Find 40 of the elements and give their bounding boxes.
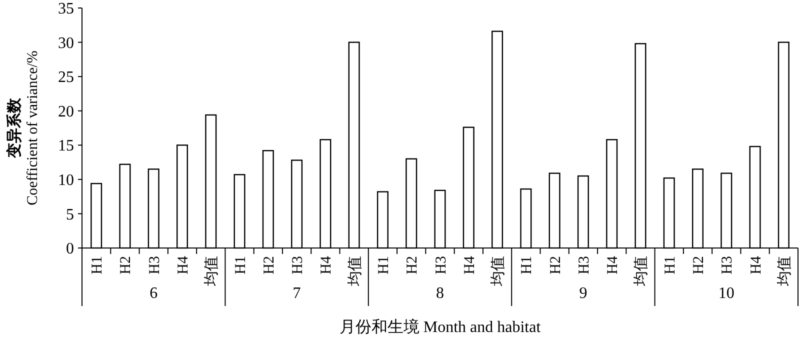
x-tick-label: H1 bbox=[376, 256, 392, 274]
text: 8 bbox=[436, 285, 444, 302]
x-tick-label: H3 bbox=[433, 256, 450, 274]
x-tick-label: H2 bbox=[548, 256, 564, 274]
x-tick-label: H1 bbox=[662, 256, 678, 274]
x-tick-label: H3 bbox=[720, 256, 736, 274]
x-tick-label: H1 bbox=[519, 256, 536, 274]
text: 9 bbox=[579, 285, 588, 302]
x-tick-label: H4 bbox=[605, 256, 622, 274]
x-tick-label: H1 bbox=[232, 256, 249, 274]
x-tick-label: H2 bbox=[261, 256, 278, 274]
y-tick-label: 10 bbox=[58, 172, 74, 190]
x-tick-label: H3 bbox=[576, 256, 592, 274]
text: 10 bbox=[718, 285, 734, 302]
y-tick-label: 25 bbox=[58, 69, 74, 86]
x-tick-label: 均值 bbox=[346, 256, 364, 287]
x-tick-label: 均值 bbox=[490, 256, 507, 287]
x-tick-label: H3 bbox=[290, 256, 306, 274]
x-axis-title: 月份和生境 Month and habitat bbox=[339, 318, 542, 336]
x-tick-label: 均值 bbox=[776, 256, 793, 287]
x-tick-label: H1 bbox=[90, 256, 106, 274]
text: 7 bbox=[292, 285, 301, 302]
x-tick-label: H4 bbox=[748, 256, 764, 274]
y-tick-label: 30 bbox=[58, 34, 74, 52]
x-tick-label: H3 bbox=[146, 256, 163, 274]
x-tick-label: H4 bbox=[462, 256, 478, 274]
text: 6 bbox=[150, 285, 158, 302]
x-tick-label: H4 bbox=[175, 256, 192, 274]
y-axis-title: 变异系数 Coefficient of variance/% bbox=[5, 50, 41, 206]
x-tick-label: H2 bbox=[691, 256, 708, 274]
y-tick-label: 35 bbox=[58, 0, 74, 18]
x-tick-label: 均值 bbox=[203, 256, 220, 287]
y-tick-label: 0 bbox=[66, 240, 74, 258]
y-tick-label: 5 bbox=[66, 206, 74, 224]
y-tick-label: 15 bbox=[58, 138, 74, 155]
x-tick-label: H4 bbox=[318, 256, 335, 274]
x-tick-label: 均值 bbox=[632, 256, 650, 287]
x-tick-label: H2 bbox=[404, 256, 421, 274]
x-tick-label: H2 bbox=[118, 256, 134, 274]
y-tick-label: 20 bbox=[58, 103, 74, 120]
